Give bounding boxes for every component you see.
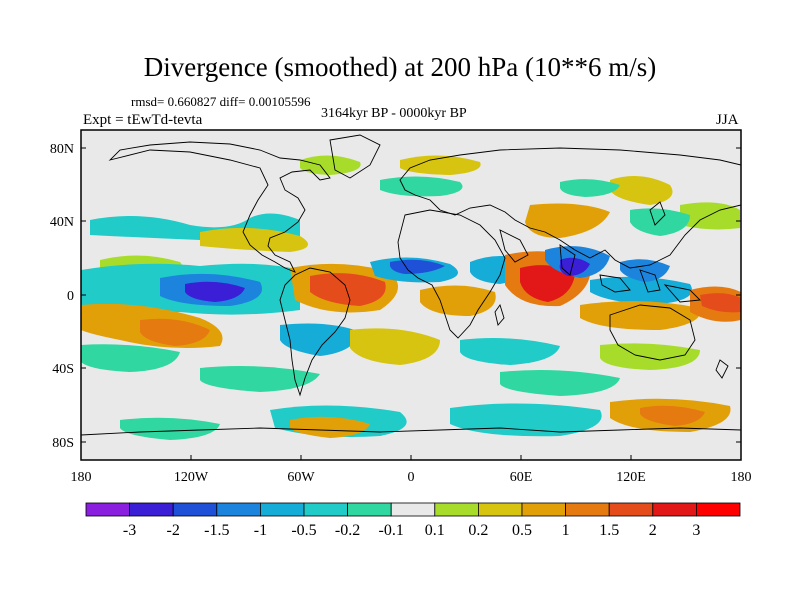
stats-text: rmsd= 0.660827 diff= 0.00105596 (131, 94, 311, 109)
colorbar-labels: -3 -2 -1.5 -1 -0.5 -0.2 -0.1 0.1 0.2 0.5 1 1.5 2 3 (123, 522, 700, 539)
field-region (280, 323, 360, 356)
lon-tick-label: 180 (731, 470, 752, 485)
field-region (640, 405, 705, 426)
lon-tick-label: 120W (174, 470, 209, 485)
lat-tick-label: 80N (50, 142, 74, 157)
lon-tick-label: 60W (287, 470, 315, 485)
colorbar-swatch (477, 502, 523, 517)
field-region (120, 417, 220, 440)
colorbar-swatch (216, 502, 261, 517)
lon-tick-label: 60E (510, 470, 533, 485)
field-region (560, 179, 620, 197)
field-region (290, 416, 370, 438)
colorbar-label: 0.5 (512, 522, 532, 539)
field-region (600, 343, 700, 370)
lat-tick-label: 40N (50, 215, 74, 230)
colorbar-label: 2 (649, 522, 657, 539)
field-region (520, 265, 575, 302)
field-region (525, 203, 610, 238)
field-region (460, 338, 560, 365)
coastlines (81, 134, 741, 436)
colorbar-swatch (696, 502, 741, 517)
colorbar-swatch (129, 502, 174, 517)
field-region (300, 155, 361, 175)
colorbar-swatch (608, 502, 654, 517)
field-region (590, 276, 692, 304)
colorbar-swatch (259, 502, 305, 517)
colorbar-label: 1 (562, 522, 570, 539)
field-region (700, 293, 741, 313)
field-region (350, 328, 440, 365)
colorbar (85, 502, 741, 517)
field-region (630, 208, 690, 236)
season-label: JJA (716, 112, 739, 128)
colorbar-label: 0.1 (425, 522, 445, 539)
lat-tick-label: 80S (52, 436, 74, 451)
experiment-label: Expt = tEwTd-tevta (83, 112, 203, 128)
field-region (310, 273, 386, 306)
field-region (400, 155, 481, 175)
map-title: Divergence (smoothed) at 200 hPa (10**6 … (143, 52, 657, 82)
colorbar-swatch (434, 502, 479, 517)
colorbar-swatch (85, 502, 130, 517)
colorbar-swatch (303, 502, 348, 517)
colorbar-swatch (390, 502, 436, 517)
field-region (500, 370, 620, 396)
colorbar-label: 1.5 (599, 522, 619, 539)
lat-tick-label: 40S (52, 362, 74, 377)
colorbar-label: -0.2 (335, 522, 360, 539)
lon-tick-label: 180 (71, 470, 92, 485)
colorbar-label: 3 (692, 522, 700, 539)
field-region (620, 259, 670, 282)
lon-tick-label: 0 (408, 470, 415, 485)
field-region (200, 366, 320, 392)
colorbar-label: -1 (254, 522, 267, 539)
field-region (185, 281, 245, 302)
colorbar-swatch (347, 502, 392, 517)
colorbar-swatch (652, 502, 697, 517)
field-region (559, 257, 590, 276)
field-region (140, 318, 210, 346)
lat-tick-label: 0 (67, 289, 74, 304)
colorbar-label: 0.2 (468, 522, 488, 539)
latitude-axis: 80N 40N 0 40S 80S (50, 142, 741, 451)
colorbar-swatch (565, 502, 610, 517)
colorbar-label: -2 (167, 522, 180, 539)
period-text: 3164kyr BP - 0000kyr BP (321, 106, 467, 121)
field-region (420, 285, 496, 316)
colorbar-label: -3 (123, 522, 136, 539)
field-region (610, 176, 673, 205)
colorbar-label: -0.5 (291, 522, 316, 539)
colorbar-swatch (172, 502, 218, 517)
colorbar-label: -0.1 (379, 522, 404, 539)
field-region (81, 344, 180, 372)
lon-tick-label: 120E (616, 470, 646, 485)
longitude-axis: 180 120W 60W 0 60E 120E 180 (71, 455, 752, 485)
colorbar-swatch (521, 502, 566, 517)
colorbar-label: -1.5 (204, 522, 229, 539)
